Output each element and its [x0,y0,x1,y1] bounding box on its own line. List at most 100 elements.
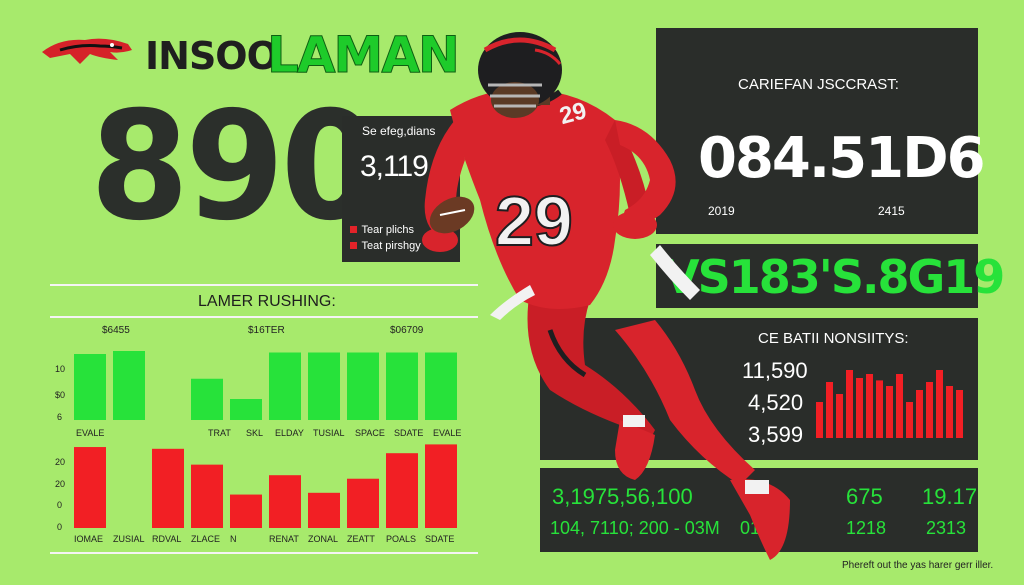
green-bar [386,352,418,420]
category-label: N [230,534,237,544]
rushing-title: LAMER RUSHING: [198,293,336,310]
seasons-heading: CE BATII NONSIITYS: [758,330,909,347]
red-bar [386,453,418,528]
category-label: RDVAL [152,534,182,544]
red-bar [425,444,457,528]
divider-bottom [50,552,478,554]
season-value: 4,520 [748,390,804,415]
divider-top [50,284,478,286]
stat-col: 19.17 [922,484,978,509]
green-bar [347,352,379,420]
category-label: ZEATT [347,534,375,544]
year-right: 2415 [878,204,905,218]
category-label: ZONAL [308,534,339,544]
y-tick: 20 [55,457,66,467]
season-bar [926,382,933,438]
season-bar [836,394,843,438]
season-bar [866,374,873,438]
red-bar [230,494,262,528]
legend-swatch-red [350,226,357,233]
red-bar [269,475,301,528]
top-label: $6455 [102,325,130,336]
career-value: 084.51D6 [698,126,986,191]
category-label: SKL [246,428,264,438]
y-tick: 6 [57,412,63,422]
page-title: LAMAN [267,26,461,85]
y-tick: 0 [57,522,63,532]
season-bar [896,374,903,438]
highlight-strip: VS183'S.8G19 [656,244,1005,308]
bottom-line1: 3,1975,56,100 [552,484,693,509]
stat-col: 675 [846,484,883,509]
football-player: 29 29 [422,32,790,560]
category-label: SDATE [425,534,455,544]
season-bar [886,386,893,438]
wordmark: INSOO [145,34,279,78]
y-tick: 20 [55,479,66,489]
red-bar-chart [74,444,457,528]
category-label: ZUSIAL [113,534,145,544]
stat-col: 2313 [926,518,967,538]
top-label: $16TER [248,325,285,336]
season-bar [856,378,863,438]
legend-item: Tear plichs [350,220,414,238]
red-category-row: IOMAE ZUSIAL RDVAL ZLACE N RENAT ZONAL ZEATT POA… [74,534,464,546]
top-label: $06709 [390,325,424,336]
red-bar [191,464,223,528]
divider-mid [50,316,478,318]
legend-swatch-red [350,242,357,249]
y-tick: 0 [57,500,63,510]
category-label: SDATE [394,428,424,438]
jersey-number: 29 [495,182,573,260]
career-heading: CARIEFAN JSCCRAST: [738,76,899,93]
red-bar [308,492,340,528]
category-label: ZLACE [191,534,221,544]
season-bar [936,370,943,438]
green-bar [269,352,301,420]
career-panel: CARIEFAN JSCCRAST: 084.51D6 2019 2415 [656,28,986,234]
category-label: SPACE [355,428,385,438]
stats-value: 3,119 [360,150,429,183]
legend-item: Teat pirshgy [350,236,421,254]
green-bar [230,399,262,420]
category-label: RENAT [269,534,299,544]
category-label: IOMAE [74,534,104,544]
category-label: EVALE [433,428,462,438]
category-label: ELDAY [275,428,304,438]
category-label: EVALE [76,428,105,438]
stat-col: 1218 [846,518,887,538]
footer-caption: Phereft out the yas harer gerr iller. [842,560,994,571]
y-tick: 10 [55,364,66,374]
season-bar [946,386,953,438]
category-label: TUSIAL [313,428,345,438]
season-bar [916,390,923,438]
season-value: 3,599 [748,422,804,447]
category-label: POALS [386,534,417,544]
red-bar [152,448,184,528]
season-bar-chart [816,370,963,438]
season-bar [816,402,823,438]
legend-label: Tear plichs [361,224,415,236]
bottom-line2: 104, 7110; 200 - 03M [550,518,720,538]
red-bar [347,478,379,528]
stats-heading: Se efeg,dians [362,124,436,138]
category-label: TRAT [208,428,231,438]
highlight-value: VS183'S.8G19 [664,250,1005,304]
season-bar [826,382,833,438]
season-bar [906,402,913,438]
season-bar [846,370,853,438]
green-bar [191,378,223,420]
year-left: 2019 [708,204,735,218]
big-number: 890 [90,80,380,254]
season-bar [876,380,883,438]
green-bar [113,351,145,420]
legend-label: Teat pirshgy [361,240,421,252]
green-bar [425,352,457,420]
season-bar [956,390,963,438]
green-bar [74,354,106,420]
green-bar [308,352,340,420]
team-logo [42,38,132,64]
red-bar [74,447,106,528]
green-bar-chart [74,351,457,420]
